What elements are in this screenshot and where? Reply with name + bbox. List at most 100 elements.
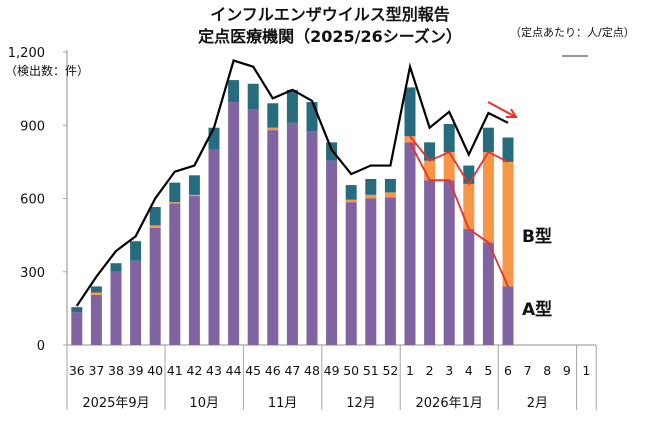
- type-a-trend-line: [409, 141, 509, 287]
- bar-type-a: [267, 130, 279, 345]
- x-tick-label: 48: [304, 363, 320, 378]
- x-tick-label: 39: [128, 363, 144, 378]
- bar-type-a: [149, 227, 161, 345]
- bar-other: [384, 178, 396, 193]
- bar-other: [326, 142, 338, 161]
- bar-type-a: [326, 160, 338, 345]
- bar-type-b: [404, 136, 416, 143]
- bar-type-a: [247, 109, 259, 345]
- bar-type-a: [228, 102, 240, 345]
- bar-other: [286, 89, 298, 123]
- bar-type-a: [404, 142, 416, 345]
- bar-other: [130, 241, 142, 261]
- bar-other: [71, 307, 83, 313]
- y-tick-label: 1,200: [8, 46, 45, 61]
- bar-type-a: [188, 196, 200, 345]
- bar-other: [404, 87, 416, 137]
- bar-type-b: [502, 161, 514, 287]
- month-label: 2025年9月: [82, 396, 149, 411]
- bar-type-b: [424, 160, 436, 181]
- x-tick-label: 1: [406, 363, 414, 378]
- chart-title-line-2: 定点医療機関（2025/26シーズン）: [198, 27, 462, 46]
- bar-type-b: [482, 152, 494, 243]
- y-tick-label: 600: [20, 193, 45, 208]
- month-label: 10月: [189, 396, 219, 411]
- x-tick-label: 44: [226, 363, 242, 378]
- bar-type-a: [306, 131, 318, 345]
- x-tick-label: 2: [426, 363, 434, 378]
- chart-title-line-1: インフルエンザウイルス型別報告: [210, 5, 450, 24]
- y-tick-label: 300: [20, 266, 45, 281]
- bar-type-a: [110, 271, 122, 345]
- bar-type-b: [149, 225, 161, 228]
- bar-other: [90, 286, 102, 293]
- bar-other: [267, 103, 279, 128]
- type-b-label: B型: [522, 226, 552, 247]
- bar-type-a: [286, 122, 298, 345]
- month-label: 12月: [346, 396, 376, 411]
- x-tick-label: 45: [245, 363, 261, 378]
- x-tick-label: 9: [563, 363, 571, 378]
- bar-type-b: [365, 194, 377, 199]
- bar-other: [208, 127, 220, 150]
- x-tick-label: 6: [504, 363, 512, 378]
- bar-other: [365, 178, 377, 195]
- bar-type-b: [90, 292, 102, 295]
- x-tick-label: 3: [445, 363, 453, 378]
- x-tick-label: 8: [543, 363, 551, 378]
- x-tick-label: 42: [186, 363, 202, 378]
- bar-other: [502, 137, 514, 162]
- month-label: 2026年1月: [416, 396, 483, 411]
- x-tick-label: 43: [206, 363, 222, 378]
- bar-type-a: [443, 180, 455, 345]
- legend-line-swatch: [562, 55, 588, 57]
- bar-other: [228, 80, 240, 103]
- chart-title: インフルエンザウイルス型別報告 定点医療機関（2025/26シーズン）: [150, 4, 510, 48]
- bar-type-a: [365, 198, 377, 345]
- bar-other: [424, 142, 436, 161]
- month-label: 11月: [268, 396, 298, 411]
- type-ab-trend-line: [409, 135, 509, 186]
- bar-other: [149, 207, 161, 226]
- bar-other: [443, 124, 455, 153]
- bar-other: [110, 263, 122, 272]
- x-tick-label: 36: [69, 363, 85, 378]
- x-tick-label: 49: [324, 363, 340, 378]
- x-tick-label: 41: [167, 363, 183, 378]
- bar-type-b: [443, 152, 455, 181]
- bar-other: [345, 185, 357, 200]
- bar-other: [463, 165, 475, 184]
- x-tick-label: 40: [147, 363, 163, 378]
- y2-unit-label: （定点あたり：人/定点）: [510, 26, 635, 39]
- per-site-line: [75, 59, 509, 307]
- y-tick-label: 0: [37, 339, 45, 354]
- trend-arrow-icon: [487, 101, 515, 117]
- x-tick-label: 52: [382, 363, 398, 378]
- bar-type-a: [130, 260, 142, 345]
- bar-other: [188, 175, 200, 195]
- bar-type-b: [345, 199, 357, 203]
- bar-type-a: [71, 312, 83, 345]
- x-tick-label: 47: [284, 363, 300, 378]
- x-tick-label: 37: [88, 363, 104, 378]
- bar-other: [306, 102, 318, 132]
- bar-type-a: [502, 286, 514, 345]
- x-tick-label: 46: [265, 363, 281, 378]
- bar-type-b: [267, 127, 279, 131]
- bar-type-a: [345, 202, 357, 345]
- bar-type-b: [188, 194, 200, 197]
- x-tick-label: 1: [582, 363, 590, 378]
- bar-type-a: [169, 203, 181, 345]
- x-tick-label: 50: [343, 363, 359, 378]
- bar-type-a: [424, 180, 436, 345]
- bar-other: [247, 83, 259, 110]
- bar-other: [169, 182, 181, 203]
- bar-type-a: [208, 149, 220, 345]
- bar-type-b: [169, 202, 181, 204]
- bar-other: [482, 127, 494, 153]
- trend-arrow-head-icon: [506, 108, 518, 118]
- y-tick-label: 900: [20, 119, 45, 134]
- bar-type-a: [384, 197, 396, 345]
- x-tick-label: 5: [484, 363, 492, 378]
- y-axis-label: （検出数：件）: [5, 63, 89, 78]
